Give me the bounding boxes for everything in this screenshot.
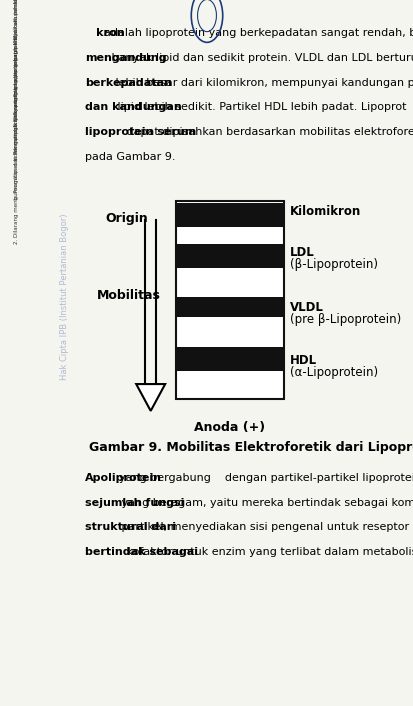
Text: adalah lipoprotein yang berkepadatan sangat rendah, berukuran b: adalah lipoprotein yang berkepadatan san… [97,28,413,38]
Text: pada Gambar 9.: pada Gambar 9. [85,152,175,162]
Text: Hak Cipta IPB (Institut Pertanian Bogor): Hak Cipta IPB (Institut Pertanian Bogor) [59,213,69,380]
Text: yang beragam, yaitu mereka bertindak sebagai komponen-komp: yang beragam, yaitu mereka bertindak seb… [118,498,413,508]
Text: Origin: Origin [104,212,147,225]
Bar [176,297,283,317]
Text: mengandung: mengandung [85,53,166,63]
Text: lebih besar dari kilomikron, mempunyai kandungan protein le: lebih besar dari kilomikron, mempunyai k… [112,78,413,88]
Text: 1. Dilarang mengutip sebagian atau seluruh karya tulis ini dalam bentuk apapun t: 1. Dilarang mengutip sebagian atau selur… [14,0,19,127]
Text: (pre β-Lipoprotein): (pre β-Lipoprotein) [289,313,400,326]
Text: lipoprotein serum: lipoprotein serum [85,127,196,137]
Text: partikel, menyediakan sisi pengenal untuk reseptor permukaan sel: partikel, menyediakan sisi pengenal untu… [118,522,413,532]
Text: sejumlah fungsi: sejumlah fungsi [85,498,184,508]
Bar [176,347,283,371]
Text: banyak lipid dan sedikit protein. VLDL dan LDL berturut-t: banyak lipid dan sedikit protein. VLDL d… [107,53,413,63]
Text: Mobilitas: Mobilitas [96,289,160,302]
Text: (α-Lipoprotein): (α-Lipoprotein) [289,366,377,379]
Text: (β-Lipoprotein): (β-Lipoprotein) [289,258,377,270]
Text: Kilomikron: Kilomikron [289,205,360,217]
Bar [176,201,283,399]
Text: Gambar 9. Mobilitas Elektroforetik dari Lipoprotein Serum: Gambar 9. Mobilitas Elektroforetik dari … [89,441,413,454]
Text: struktural dari: struktural dari [85,522,176,532]
Text: HDL: HDL [289,354,316,367]
Text: LDL: LDL [289,246,314,258]
Text: kron: kron [85,28,124,38]
Text: VLDL: VLDL [289,301,323,314]
Text: 2. Dilarang mengumumkan dan memperbanyak sebagian atau seluruh karya tulis ini d: 2. Dilarang mengumumkan dan memperbanyak… [14,0,19,244]
Text: lipid lebih sedikit. Partikel HDL lebih padat. Lipoprot: lipid lebih sedikit. Partikel HDL lebih … [114,102,406,112]
Text: dapat dipisahkan berdasarkan mobilitas elektroforetik seperti y: dapat dipisahkan berdasarkan mobilitas e… [122,127,413,137]
Text: Anoda (+): Anoda (+) [194,421,265,434]
Bar [176,203,283,227]
Text: dan kandungan: dan kandungan [85,102,181,112]
Text: Apoliprotein: Apoliprotein [85,473,161,483]
Text: bertindak sebagai: bertindak sebagai [85,547,197,557]
Text: kofaktor untuk enzim yang terlibat dalam metabolisme lipoprot: kofaktor untuk enzim yang terlibat dalam… [122,547,413,557]
Text: yang bergabung    dengan partikel-partikel lipoprotein mempu: yang bergabung dengan partikel-partikel … [112,473,413,483]
Text: a. Pengutipan hanya untuk kepentingan pendidikan, penelitian, penulisan karya il: a. Pengutipan hanya untuk kepentingan pe… [14,0,19,166]
Text: berkepadatan: berkepadatan [85,78,171,88]
Polygon shape [136,384,165,411]
Bar [176,244,283,268]
Text: b. Pengutipan tidak merugikan kepentingan yang wajar IPB.: b. Pengutipan tidak merugikan kepentinga… [14,34,19,205]
